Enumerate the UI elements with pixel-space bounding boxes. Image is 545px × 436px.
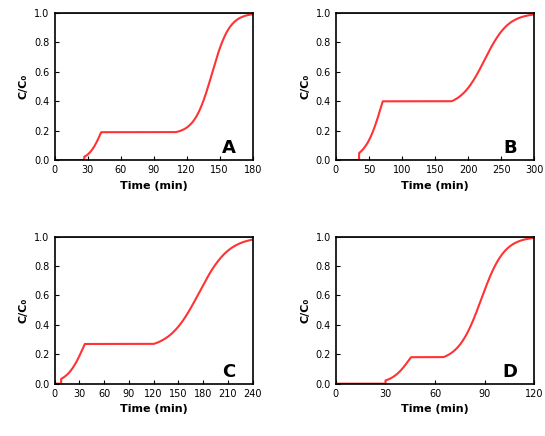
Text: A: A: [222, 140, 236, 157]
Text: D: D: [503, 363, 518, 381]
X-axis label: Time (min): Time (min): [120, 404, 187, 414]
Y-axis label: C/C₀: C/C₀: [300, 74, 310, 99]
Text: C: C: [222, 363, 235, 381]
X-axis label: Time (min): Time (min): [120, 181, 187, 191]
X-axis label: Time (min): Time (min): [401, 404, 469, 414]
X-axis label: Time (min): Time (min): [401, 181, 469, 191]
Y-axis label: C/C₀: C/C₀: [300, 297, 310, 323]
Text: B: B: [504, 140, 517, 157]
Y-axis label: C/C₀: C/C₀: [19, 297, 29, 323]
Y-axis label: C/C₀: C/C₀: [19, 74, 29, 99]
